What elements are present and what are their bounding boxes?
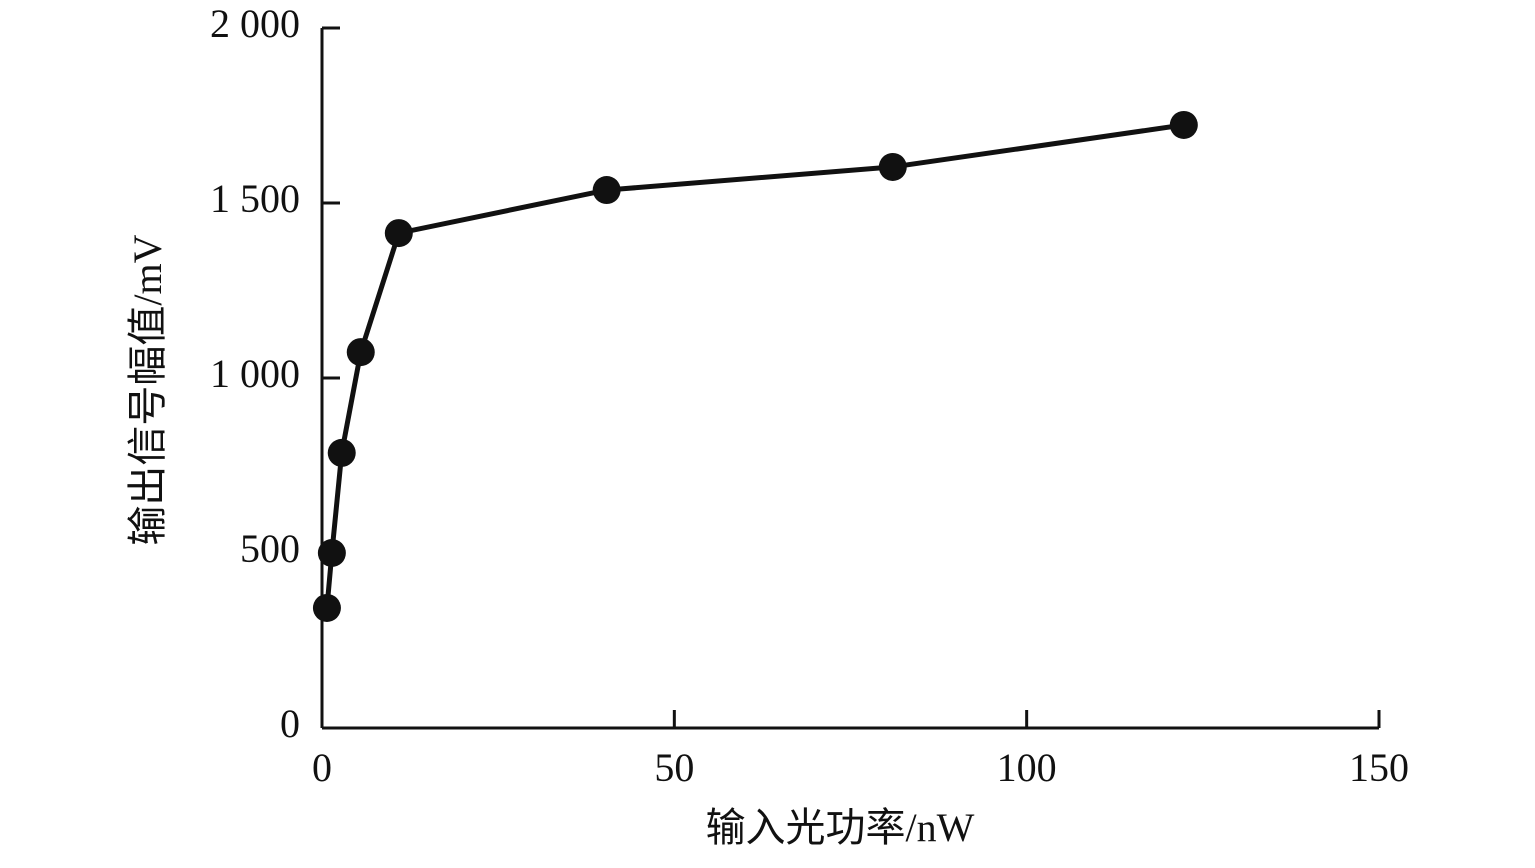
y-axis-title: 输出信号幅值/mV <box>125 234 170 545</box>
x-tick-label: 150 <box>1349 745 1409 790</box>
data-point <box>592 176 621 205</box>
data-point <box>312 593 341 622</box>
y-tick-label: 1 000 <box>210 351 300 396</box>
y-tick-label: 0 <box>280 701 300 746</box>
x-axis-title: 输入光功率/nW <box>706 805 975 850</box>
x-tick-label: 0 <box>312 745 332 790</box>
data-point <box>384 219 413 248</box>
data-point <box>327 438 356 467</box>
data-point <box>878 152 907 181</box>
y-tick-label: 500 <box>240 526 300 571</box>
x-tick-label: 50 <box>654 745 694 790</box>
data-line <box>324 122 1185 609</box>
y-tick-label: 2 000 <box>210 1 300 46</box>
x-tick-label: 100 <box>997 745 1057 790</box>
data-point <box>317 539 346 567</box>
data-point <box>1169 110 1198 139</box>
y-tick-label: 1 500 <box>210 176 300 221</box>
data-point <box>346 338 375 367</box>
